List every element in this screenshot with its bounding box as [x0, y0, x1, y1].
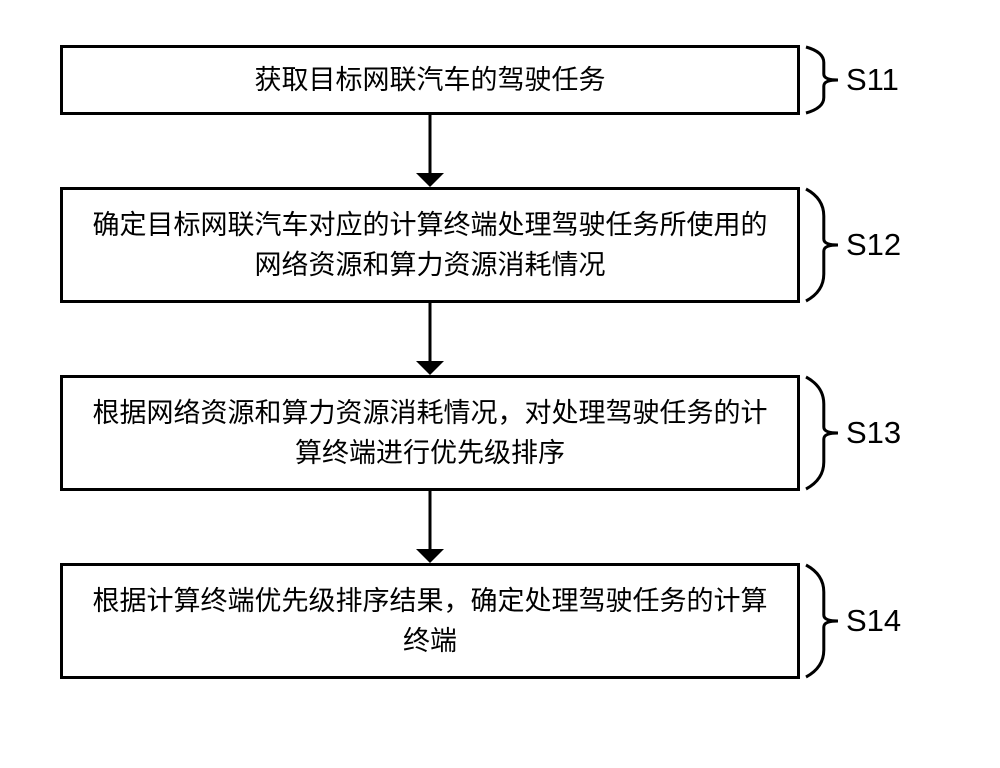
flow-arrow	[60, 491, 800, 563]
flow-step: 获取目标网联汽车的驾驶任务 S11	[60, 45, 940, 115]
step-label: S14	[846, 603, 901, 639]
step-bracket	[804, 375, 840, 491]
flowchart-container: 获取目标网联汽车的驾驶任务 S11 确定目标网联汽车对应的计算终端处理驾驶任务所…	[60, 45, 940, 679]
step-bracket	[804, 45, 840, 115]
flow-step: 根据网络资源和算力资源消耗情况，对处理驾驶任务的计算终端进行优先级排序 S13	[60, 375, 940, 491]
step-label: S11	[846, 62, 899, 98]
flow-step: 确定目标网联汽车对应的计算终端处理驾驶任务所使用的网络资源和算力资源消耗情况 S…	[60, 187, 940, 303]
step-box: 获取目标网联汽车的驾驶任务	[60, 45, 800, 115]
flow-arrow	[60, 303, 800, 375]
step-text: 确定目标网联汽车对应的计算终端处理驾驶任务所使用的网络资源和算力资源消耗情况	[83, 205, 777, 286]
step-text: 根据网络资源和算力资源消耗情况，对处理驾驶任务的计算终端进行优先级排序	[83, 393, 777, 474]
step-bracket	[804, 187, 840, 303]
step-text: 获取目标网联汽车的驾驶任务	[255, 60, 606, 101]
step-box: 确定目标网联汽车对应的计算终端处理驾驶任务所使用的网络资源和算力资源消耗情况	[60, 187, 800, 303]
step-box: 根据网络资源和算力资源消耗情况，对处理驾驶任务的计算终端进行优先级排序	[60, 375, 800, 491]
step-label: S13	[846, 415, 901, 451]
step-label: S12	[846, 227, 901, 263]
flow-step: 根据计算终端优先级排序结果，确定处理驾驶任务的计算终端 S14	[60, 563, 940, 679]
flow-arrow	[60, 115, 800, 187]
step-bracket	[804, 563, 840, 679]
step-text: 根据计算终端优先级排序结果，确定处理驾驶任务的计算终端	[83, 581, 777, 662]
step-box: 根据计算终端优先级排序结果，确定处理驾驶任务的计算终端	[60, 563, 800, 679]
